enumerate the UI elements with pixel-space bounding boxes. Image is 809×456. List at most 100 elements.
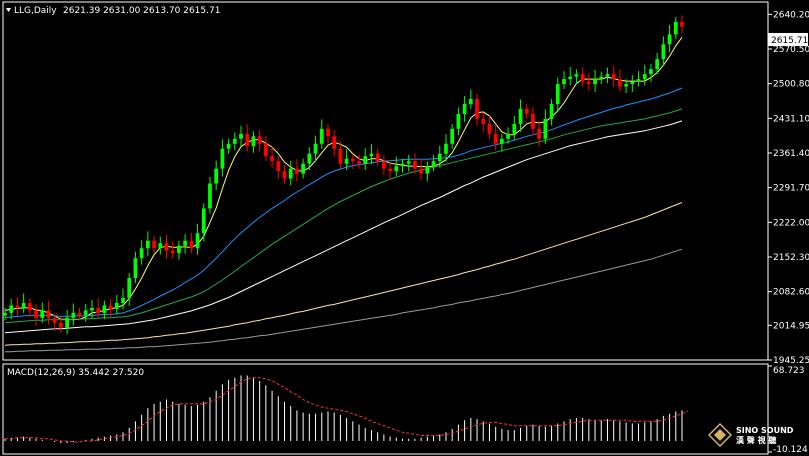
candle-body	[655, 59, 660, 70]
candle-body	[96, 307, 101, 313]
candle-body	[170, 250, 175, 254]
price-candles	[3, 15, 684, 335]
candle-body	[288, 168, 293, 179]
macd-signal-line	[5, 377, 689, 443]
candle-body	[319, 128, 324, 144]
candle-body	[475, 98, 479, 119]
candle-body	[344, 158, 349, 164]
candle-body	[201, 208, 206, 234]
candle-body	[636, 79, 641, 82]
macd-histogram	[4, 375, 683, 444]
moving-average-lines	[4, 37, 683, 353]
candle-body	[313, 143, 318, 154]
candle-body	[114, 302, 119, 309]
candle-body	[183, 240, 187, 246]
ohlc-readout: 2621.39 2631.00 2613.70 2615.71	[63, 6, 220, 16]
candle-body	[537, 128, 542, 139]
candle-body	[382, 161, 386, 169]
candle-body	[444, 143, 448, 154]
candle-body	[357, 161, 361, 164]
candle-body	[531, 113, 535, 129]
candle-body	[77, 312, 82, 316]
candle-body	[3, 312, 7, 316]
candle-body	[555, 84, 560, 104]
candle-body	[338, 148, 343, 164]
candle-body	[46, 310, 51, 318]
candle-body	[214, 168, 219, 184]
candle-body	[661, 44, 666, 60]
candle-body	[34, 310, 38, 318]
candle-body	[375, 153, 380, 162]
candle-body	[208, 183, 212, 209]
candle-body	[350, 158, 355, 162]
candle-body	[40, 310, 45, 318]
candle-body	[27, 302, 32, 311]
macd-axis: 68.723 -10.124	[768, 365, 808, 455]
candle-body	[108, 305, 113, 309]
candle-body	[152, 240, 156, 249]
price-tick-label: 2570.50	[773, 45, 809, 55]
candle-body	[413, 161, 417, 169]
candle-body	[52, 317, 57, 323]
candle-body	[456, 113, 461, 129]
candle-body	[239, 133, 243, 139]
candle-body	[226, 143, 231, 149]
candle-body	[369, 153, 374, 157]
candle-body	[450, 128, 455, 144]
price-tick-label: 2014.95	[773, 321, 809, 331]
price-tick-label: 2291.70	[773, 184, 809, 194]
candle-body	[462, 103, 467, 114]
candle-body	[282, 171, 287, 179]
candle-body	[71, 312, 76, 318]
price-axis: 2640.20 2570.50 2500.80 2431.10 2361.40 2291.…	[768, 10, 809, 366]
macd-tick-label: 68.723	[773, 366, 805, 376]
candle-body	[543, 118, 548, 139]
candle-body	[177, 245, 181, 254]
candle-body	[65, 317, 69, 328]
candle-body	[139, 248, 144, 259]
candle-body	[680, 21, 684, 27]
candle-body	[562, 79, 566, 85]
ma-line-ma200	[5, 248, 683, 353]
candle-body	[295, 168, 299, 174]
collapse-arrow-icon[interactable]	[6, 8, 11, 12]
price-tick-label: 2640.20	[773, 10, 809, 20]
candle-body	[332, 136, 337, 149]
macd-signal-path	[5, 377, 689, 443]
candle-body	[419, 168, 424, 174]
ma-line-ma50	[4, 120, 683, 334]
macd-panel-border	[2, 363, 769, 455]
candle-body	[15, 305, 20, 308]
candle-body	[90, 307, 94, 311]
candle-body	[437, 153, 442, 162]
price-tick-label: 1945.25	[773, 356, 809, 366]
price-panel-border	[2, 1, 769, 361]
candle-body	[574, 74, 579, 77]
candle-body	[21, 302, 26, 308]
candle-body	[673, 21, 678, 35]
candle-body	[506, 133, 510, 139]
candle-body	[195, 233, 200, 249]
watermark-title: SINO SOUND	[736, 426, 794, 435]
candle-body	[642, 74, 647, 80]
macd-label: MACD(12,26,9) 35.442 27.520	[7, 368, 144, 378]
candle-body	[307, 153, 312, 164]
candle-body	[145, 240, 150, 249]
candle-body	[102, 305, 107, 313]
candle-body	[400, 163, 405, 167]
symbol-label: LLG,Daily	[14, 6, 57, 16]
candle-body	[257, 136, 262, 144]
candle-body	[605, 74, 610, 77]
price-tick-label: 2431.10	[773, 114, 809, 124]
candle-body	[493, 133, 498, 144]
last-price-label: 2615.71	[771, 36, 808, 46]
candle-body	[487, 123, 492, 134]
candle-body	[512, 123, 517, 134]
candle-body	[624, 84, 628, 87]
candle-body	[276, 161, 281, 172]
sino-sound-logo-icon	[707, 422, 733, 448]
price-tick-label: 2361.40	[773, 149, 809, 159]
macd-tick-label: -10.124	[773, 445, 808, 455]
candle-body	[549, 103, 554, 119]
